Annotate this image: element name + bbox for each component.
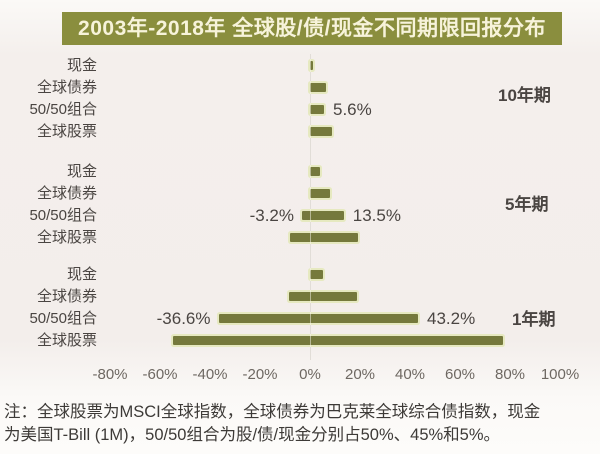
period-label: 5年期 xyxy=(505,195,549,214)
x-axis-tick-label: -20% xyxy=(242,366,278,383)
range-bar xyxy=(302,211,344,220)
range-bar xyxy=(310,61,313,70)
row-label: 全球股票 xyxy=(36,332,97,349)
period-label: 10年期 xyxy=(498,86,551,105)
row-label: 现金 xyxy=(66,163,97,180)
x-axis-tick-label: 0% xyxy=(299,366,321,383)
range-bar xyxy=(310,83,326,92)
plot-area: 现金 全球债券 50/50组合 5.6% 全球股票 10年期 现金 全球债券 50/50组合 -3… xyxy=(29,54,580,383)
range-bar xyxy=(218,314,418,323)
max-value-label: 5.6% xyxy=(333,100,372,119)
range-bar xyxy=(172,336,503,345)
x-axis-tick-label: -40% xyxy=(192,366,228,383)
row-label: 全球股票 xyxy=(36,229,97,246)
min-value-label: -36.6% xyxy=(156,309,211,328)
zero-axis-line-overlay xyxy=(309,54,311,360)
range-bar xyxy=(310,127,332,136)
x-axis-tick-label: 40% xyxy=(394,366,426,383)
range-bar xyxy=(310,105,324,114)
row-label: 现金 xyxy=(66,266,97,283)
x-axis-tick-label: -60% xyxy=(142,366,178,383)
range-bar xyxy=(290,233,359,242)
row-label: 全球债券 xyxy=(36,185,97,202)
footnote: 注：全球股票为MSCI全球指数，全球债券为巴克莱全球综合债指数，现金 为美国T-… xyxy=(4,401,540,447)
row-label: 现金 xyxy=(66,57,97,74)
row-label: 50/50组合 xyxy=(29,207,97,224)
range-bar xyxy=(310,270,323,279)
x-axis-tick-label: 100% xyxy=(540,366,580,383)
max-value-label: 13.5% xyxy=(352,206,401,225)
range-bar xyxy=(310,189,330,198)
period-label: 1年期 xyxy=(512,310,556,329)
range-bar xyxy=(310,167,320,176)
x-axis-tick-label: -80% xyxy=(92,366,128,383)
range-bar xyxy=(288,292,357,301)
max-value-label: 43.2% xyxy=(427,309,476,328)
min-value-label: -3.2% xyxy=(249,206,294,225)
footnote-line-1: 注：全球股票为MSCI全球指数，全球债券为巴克莱全球综合债指数，现金 xyxy=(4,403,541,421)
chart-title: 2003年-2018年 全球股/债/现金不同期限回报分布 xyxy=(62,12,562,45)
footnote-line-2: 为美国T-Bill (1M)，50/50组合为股/债/现金分别占50%、45%和… xyxy=(4,426,501,444)
row-label: 全球债券 xyxy=(36,288,97,305)
row-label: 50/50组合 xyxy=(29,310,97,327)
row-label: 全球股票 xyxy=(36,123,97,140)
x-axis-tick-label: 80% xyxy=(494,366,526,383)
x-axis-tick-label: 60% xyxy=(444,366,476,383)
row-label: 50/50组合 xyxy=(29,101,97,118)
row-label: 全球债券 xyxy=(36,79,97,96)
x-axis-tick-label: 20% xyxy=(344,366,376,383)
